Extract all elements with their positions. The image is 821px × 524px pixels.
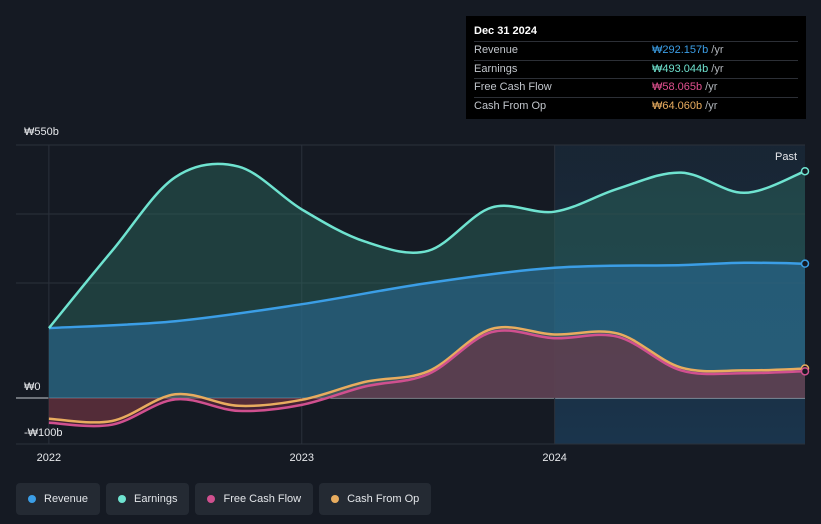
tooltip-panel: Dec 31 2024 Revenue ₩292.157b/yr Earnings ₩… [466, 16, 806, 119]
tooltip-row-earnings: Earnings ₩493.044b/yr [474, 59, 798, 79]
revenue-end-marker [800, 259, 810, 268]
tooltip-unit: /yr [711, 44, 724, 56]
legend-label: Cash From Op [347, 493, 420, 505]
tooltip-value: ₩58.065b [652, 81, 703, 93]
tooltip-row-revenue: Revenue ₩292.157b/yr [474, 41, 798, 60]
legend-label: Earnings [134, 493, 178, 505]
earnings-line [47, 162, 806, 329]
legend: Revenue Earnings Free Cash Flow Cash From O… [16, 483, 432, 515]
legend-dot-icon [28, 495, 36, 503]
legend-dot-icon [207, 495, 216, 503]
free-cash-flow-area [48, 330, 805, 427]
y-tick-label: ₩0 [24, 381, 41, 393]
tooltip-value: ₩493.044b [652, 62, 709, 75]
legend-dot-icon [118, 495, 127, 503]
free-cash-flow-line [48, 329, 806, 428]
legend-item-cash-from-op[interactable]: Cash From Op [319, 483, 432, 515]
tooltip-unit: /yr [705, 81, 718, 93]
legend-item-earnings[interactable]: Earnings [106, 483, 190, 515]
legend-label: Revenue [44, 493, 89, 505]
legend-item-free-cash-flow[interactable]: Free Cash Flow [195, 483, 314, 515]
x-tick-label: 2022 [37, 452, 61, 464]
tooltip-label: Earnings [474, 62, 518, 75]
earnings-end-marker [800, 166, 810, 176]
legend-item-revenue[interactable]: Revenue [16, 483, 101, 515]
tooltip-label: Revenue [474, 44, 519, 56]
x-tick-label: 2024 [542, 452, 566, 464]
revenue-line [48, 261, 806, 330]
y-tick-label: -₩100b [24, 427, 63, 439]
tooltip-row-free-cash-flow: Free Cash Flow ₩58.065b/yr [474, 78, 798, 97]
legend-dot-icon [331, 495, 340, 503]
y-tick-label: ₩550b [24, 126, 59, 138]
past-label: Past [775, 151, 797, 163]
tooltip-date: Dec 31 2024 [474, 25, 537, 37]
tooltip-value: ₩292.157b [652, 44, 709, 56]
tooltip-unit: /yr [705, 99, 718, 112]
tooltip-value: ₩64.060b [652, 99, 703, 112]
tooltip-row-cash-from-op: Cash From Op ₩64.060b/yr [474, 96, 798, 116]
x-tick-label: 2023 [290, 452, 314, 464]
free-cash-flow-end-marker [800, 367, 810, 376]
tooltip-unit: /yr [711, 62, 724, 75]
tooltip-label: Free Cash Flow [474, 81, 552, 93]
legend-label: Free Cash Flow [223, 493, 302, 505]
tooltip-label: Cash From Op [474, 99, 547, 112]
cash-from-op-line [48, 325, 806, 424]
